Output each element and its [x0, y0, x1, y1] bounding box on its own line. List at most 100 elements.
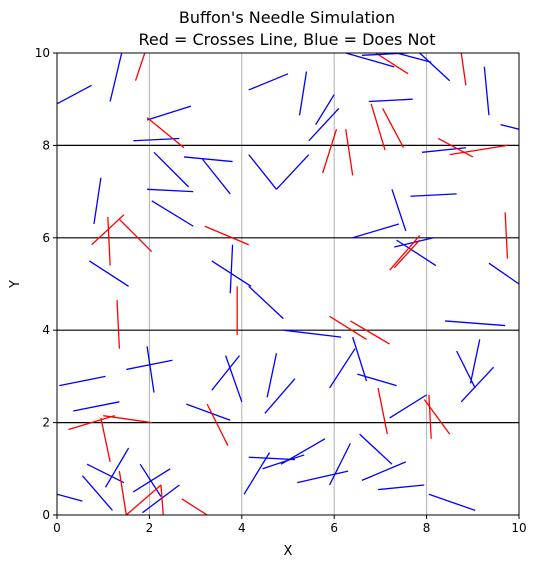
needle-crossing: [437, 137, 474, 158]
y-tick-label: 10: [35, 46, 50, 60]
needle-crossing: [118, 471, 127, 515]
needle-non-crossing: [357, 373, 397, 387]
needle-non-crossing: [308, 107, 340, 142]
needle-non-crossing: [275, 154, 310, 190]
y-tick-label: 2: [42, 416, 50, 430]
needle-non-crossing: [266, 353, 278, 398]
needle-crossing: [375, 53, 409, 75]
needle-non-crossing: [315, 94, 335, 125]
needle-non-crossing: [488, 262, 519, 285]
needle-crossing: [107, 216, 111, 266]
needle-non-crossing: [104, 447, 130, 488]
needle-crossing: [100, 417, 111, 463]
needle-non-crossing: [183, 156, 233, 163]
needle-crossing: [389, 235, 421, 271]
needle-crossing: [377, 387, 388, 435]
needle-crossing: [206, 403, 229, 446]
needle-non-crossing: [283, 329, 342, 338]
needle-non-crossing: [229, 244, 234, 294]
needle-crossing: [370, 103, 386, 151]
y-tick-label: 0: [42, 508, 50, 522]
y-tick-label: 8: [42, 138, 50, 152]
needle-non-crossing: [109, 53, 123, 102]
needle-non-crossing: [146, 346, 155, 393]
x-tick-label: 8: [423, 521, 431, 535]
x-tick-label: 6: [330, 521, 338, 535]
needle-non-crossing: [133, 137, 180, 142]
needle-non-crossing: [186, 403, 231, 421]
needle-non-crossing: [146, 105, 192, 121]
needle-crossing: [204, 225, 249, 246]
plot-area: [57, 53, 519, 515]
needle-crossing: [68, 415, 115, 431]
needle-non-crossing: [248, 154, 277, 190]
needle-non-crossing: [248, 73, 289, 91]
needle-crossing: [449, 144, 508, 156]
needle-non-crossing: [378, 484, 425, 491]
y-axis-label: Y: [8, 280, 23, 289]
needle-non-crossing: [57, 493, 83, 502]
x-axis-label: X: [284, 544, 293, 559]
needle-crossing: [345, 129, 354, 176]
y-tick-label: 4: [42, 323, 50, 337]
needle-non-crossing: [153, 151, 190, 188]
x-tick-label: 2: [146, 521, 154, 535]
needle-non-crossing: [264, 378, 296, 414]
needle-non-crossing: [262, 454, 305, 470]
needle-non-crossing: [297, 470, 349, 484]
needle-crossing: [428, 394, 432, 439]
needle-non-crossing: [243, 452, 271, 495]
needle-crossing: [146, 117, 185, 149]
needle-non-crossing: [445, 320, 506, 327]
needle-non-crossing: [142, 484, 180, 514]
chart-title: Buffon's Needle Simulation: [179, 8, 395, 27]
needle-non-crossing: [81, 475, 113, 511]
needle-non-crossing: [352, 223, 400, 239]
needle-non-crossing: [421, 147, 466, 153]
needle-non-crossing: [86, 463, 125, 484]
x-tick-label: 10: [511, 521, 526, 535]
needle-non-crossing: [345, 53, 395, 68]
needle-non-crossing: [73, 401, 120, 412]
needle-crossing: [393, 239, 421, 269]
needle-crossing: [350, 320, 390, 345]
needle-non-crossing: [329, 348, 356, 389]
needle-non-crossing: [147, 188, 194, 193]
needle-non-crossing: [352, 336, 368, 382]
needle-non-crossing: [469, 339, 481, 384]
needle-non-crossing: [151, 200, 194, 227]
chart-subtitle: Red = Crosses Line, Blue = Does Not: [138, 30, 435, 49]
needle-crossing: [118, 218, 153, 253]
needle-crossing: [116, 300, 121, 349]
needle-non-crossing: [368, 98, 413, 103]
needle-non-crossing: [391, 189, 407, 232]
needle-non-crossing: [483, 66, 490, 116]
y-tick-label: 6: [42, 231, 50, 245]
needle-non-crossing: [59, 375, 106, 387]
needle-crossing: [125, 484, 162, 515]
needle-non-crossing: [202, 158, 231, 195]
needle-crossing: [329, 315, 367, 340]
needle-non-crossing: [139, 463, 162, 497]
needle-non-crossing: [248, 456, 295, 461]
needle-crossing: [181, 498, 208, 515]
needle-non-crossing: [57, 84, 92, 105]
x-tick-label: 0: [53, 521, 61, 535]
needle-non-crossing: [298, 71, 308, 116]
needle-non-crossing: [428, 493, 476, 511]
needle-non-crossing: [419, 53, 451, 82]
needle-non-crossing: [359, 433, 393, 465]
needle-non-crossing: [396, 53, 432, 63]
needle-crossing: [160, 484, 164, 515]
needle-crossing: [423, 399, 451, 435]
needle-crossing: [504, 212, 509, 259]
needle-crossing: [460, 53, 467, 86]
needle-non-crossing: [211, 355, 240, 391]
needle-non-crossing: [500, 123, 519, 130]
axis-ticks: 0 2 4 6 8 10 0 2 4 6 8 10: [35, 46, 527, 535]
needle-non-crossing: [460, 366, 495, 403]
needle-non-crossing: [88, 260, 129, 287]
needle-crossing: [322, 129, 338, 174]
